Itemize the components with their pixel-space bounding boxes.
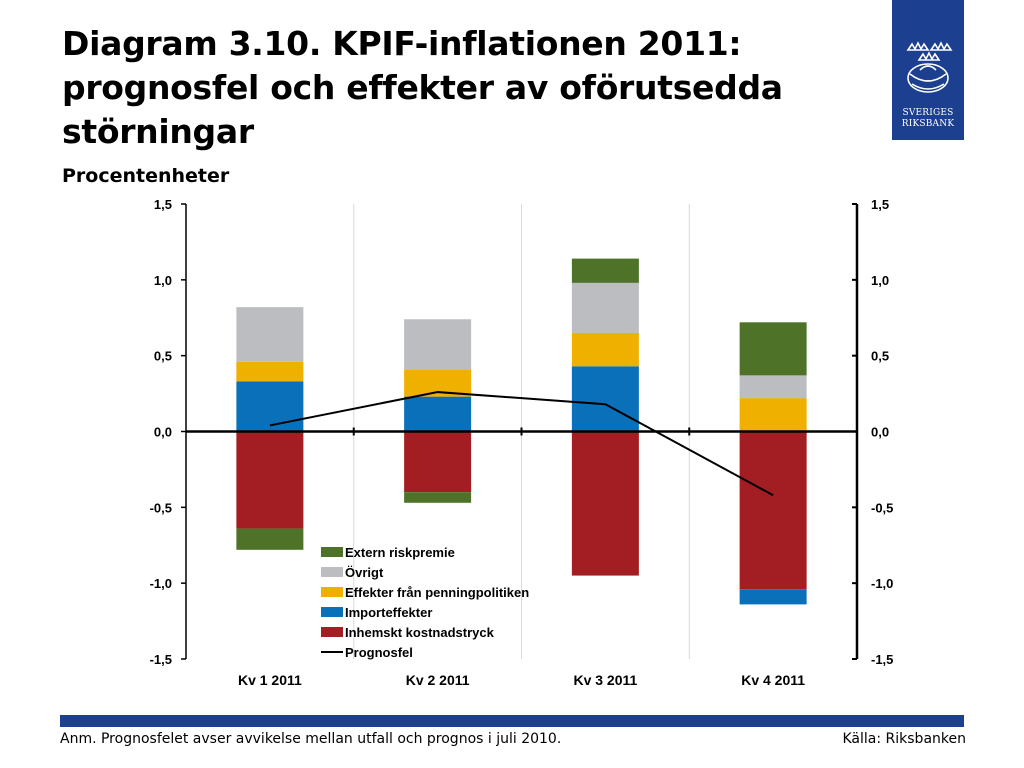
left-tick-label: 1,0: [154, 273, 172, 288]
left-tick-label: -1,5: [150, 652, 172, 667]
chart-legend: Extern riskpremie Övrigt Effekter från pen…: [321, 545, 529, 660]
legend-label: Prognosfel: [345, 645, 413, 660]
source-label: Källa: Riksbanken: [842, 731, 967, 747]
bar-segment: [571, 431, 639, 576]
right-tick-label: 0,5: [871, 349, 889, 364]
axes-layer: 1,5 1,5 1,0 1,0 0,5 0,5 0,0 0,0 -0,5 -0,5 -1,0 -1,0…: [150, 197, 894, 688]
x-category-label: Kv 1 2011: [238, 672, 302, 688]
legend-swatch: [321, 547, 343, 557]
legend-label: Övrigt: [345, 565, 384, 580]
riksbank-logo: SVERIGES RIKSBANK: [892, 0, 964, 140]
bar-segment: [236, 528, 304, 550]
prognosfel-line-layer: [269, 391, 774, 497]
chart-subtitle: Procentenheter: [62, 165, 230, 187]
title-line-1: Diagram 3.10. KPIF-inflationen 2011:: [62, 24, 742, 63]
bar-segment: [236, 307, 304, 362]
bar-segment: [236, 431, 304, 529]
footnote: Anm. Prognosfelet avser avvikelse mellan…: [60, 731, 562, 747]
right-tick-label: -0,5: [871, 500, 893, 515]
bar-segment: [739, 322, 807, 376]
title-line-2: prognosfel och effekter av oförutsedda: [62, 68, 783, 107]
legend-swatch: [321, 567, 343, 577]
bar-segment: [404, 431, 472, 493]
legend-swatch: [321, 607, 343, 617]
bar-segment: [571, 332, 639, 367]
x-category-label: Kv 4 2011: [741, 672, 805, 688]
prognosfel-line: [269, 391, 774, 497]
bar-segment: [571, 258, 639, 283]
chart-area: 1,5 1,5 1,0 1,0 0,5 0,5 0,0 0,0 -0,5 -0,5 -1,0 -1,0…: [150, 197, 894, 688]
bar-segment: [236, 381, 304, 432]
legend-swatch: [321, 587, 343, 597]
left-tick-label: 1,5: [154, 197, 172, 212]
right-tick-label: 1,0: [871, 273, 889, 288]
legend-label: Inhemskt kostnadstryck: [345, 625, 495, 640]
left-tick-label: 0,0: [154, 425, 172, 440]
bar-segment: [571, 282, 639, 333]
chart-title: Diagram 3.10. KPIF-inflationen 2011: pro…: [62, 22, 862, 154]
bar-segment: [404, 319, 472, 370]
legend-swatch: [321, 627, 343, 637]
right-tick-label: -1,5: [871, 652, 893, 667]
logo-line-2: RIKSBANK: [901, 119, 955, 129]
bar-segment: [739, 398, 807, 432]
x-category-label: Kv 2 2011: [406, 672, 470, 688]
logo-wordmark: SVERIGES RIKSBANK: [892, 108, 964, 130]
left-tick-label: 0,5: [154, 349, 172, 364]
bar-segment: [739, 375, 807, 399]
bar-segment: [404, 492, 472, 503]
crown-emblem-icon: [906, 41, 953, 93]
logo-line-1: SVERIGES: [902, 108, 954, 118]
x-category-label: Kv 3 2011: [573, 672, 637, 688]
bars-layer: [236, 258, 807, 605]
legend-label: Importeffekter: [345, 605, 432, 620]
bar-segment: [739, 431, 807, 590]
legend-label: Extern riskpremie: [345, 545, 455, 560]
bar-segment: [236, 361, 304, 382]
left-tick-label: -1,0: [150, 576, 172, 591]
bar-segment: [404, 396, 472, 432]
footer-bar: [60, 715, 964, 727]
left-tick-label: -0,5: [150, 500, 172, 515]
right-tick-label: 0,0: [871, 425, 889, 440]
title-line-3: störningar: [62, 112, 254, 151]
right-tick-label: 1,5: [871, 197, 889, 212]
legend-label: Effekter från penningpolitiken: [345, 585, 529, 600]
bar-segment: [739, 589, 807, 605]
right-tick-label: -1,0: [871, 576, 893, 591]
bar-segment: [571, 366, 639, 432]
